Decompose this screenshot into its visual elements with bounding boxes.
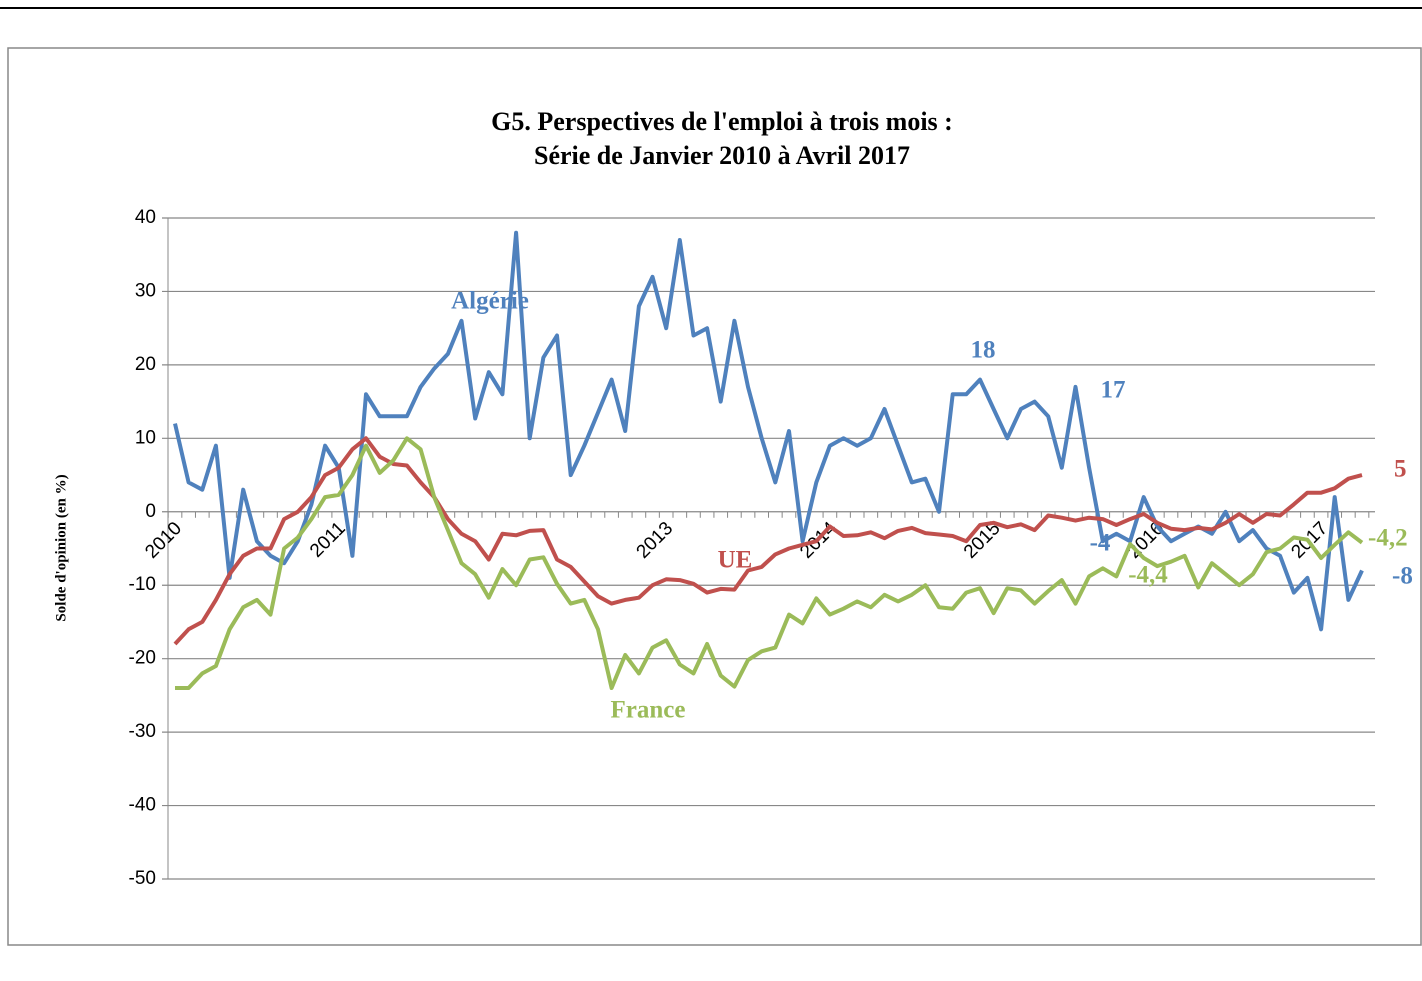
chart-title: G5. Perspectives de l'emploi à trois moi… [491,107,953,136]
data-label: -4,2 [1368,525,1408,552]
y-tick-label: 30 [135,280,156,301]
y-tick-label: -40 [129,795,156,816]
y-tick-label: 10 [135,427,156,448]
data-label: 18 [971,337,996,364]
series-name: France [611,697,686,724]
y-tick-label: 40 [135,207,156,228]
data-label: 5 [1394,456,1407,483]
data-label: -4 [1090,530,1111,557]
y-tick-label: -10 [129,574,156,595]
series-name: Algérie [451,288,529,315]
y-tick-label: -50 [129,868,156,889]
series-line [175,436,1364,690]
x-tick-label: 2010 [141,518,186,563]
series-name: UE [718,547,753,574]
x-tick-label: 2013 [633,518,678,563]
y-tick-label: 20 [135,354,156,375]
y-tick-label: -20 [129,648,156,669]
x-tick-label: 2011 [306,518,350,562]
series-line [173,230,1364,632]
y-axis-label: Solde d'opinion (en %) [53,474,69,621]
data-label: -4,4 [1128,562,1168,589]
data-label: -8 [1392,563,1413,590]
y-tick-label: -30 [129,721,156,742]
chart-frame [7,47,1422,946]
data-label: 17 [1101,377,1126,404]
chart-title: Série de Janvier 2010 à Avril 2017 [534,141,910,170]
y-tick-label: 0 [145,501,156,522]
series-line [173,436,1363,646]
